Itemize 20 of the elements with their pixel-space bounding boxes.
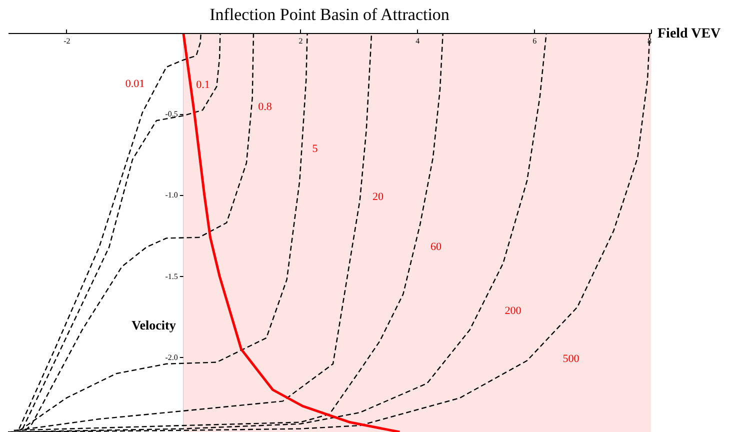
y-tick-label: -0.5: [165, 110, 178, 119]
chart-title: Inflection Point Basin of Attraction: [210, 5, 450, 24]
annotation: 20: [372, 191, 384, 203]
x-tick-label: 6: [532, 36, 537, 46]
y-tick-label: -1.0: [165, 190, 178, 200]
y-axis-title: Velocity: [132, 317, 176, 332]
x-axis-title: Field VEV: [658, 26, 721, 42]
x-tick-label: 8: [648, 36, 652, 46]
annotation: 500: [562, 353, 580, 365]
annotation: 200: [504, 305, 522, 317]
x-tick-label: 4: [416, 36, 420, 46]
annotation: 60: [430, 241, 442, 253]
annotation: 0.8: [258, 101, 272, 113]
y-tick-label: -2.0: [165, 352, 178, 362]
annotation: 0.01: [125, 78, 145, 90]
x-tick-label: -2: [64, 36, 70, 46]
x-tick-label: 2: [298, 36, 303, 46]
annotation: 0.1: [196, 79, 210, 91]
annotation: 5: [312, 143, 318, 155]
y-tick-label: -1.5: [165, 272, 178, 281]
